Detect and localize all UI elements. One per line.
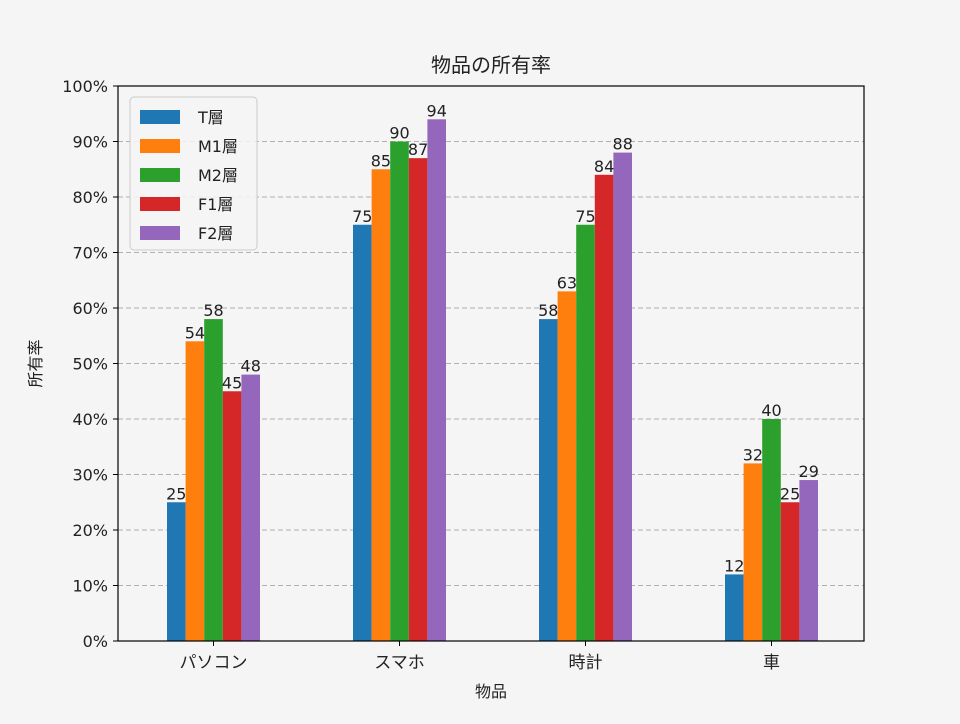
- x-axis-label: 物品: [475, 682, 507, 701]
- bar-value-label: 25: [780, 484, 800, 503]
- bar: [222, 391, 242, 641]
- bar-value-label: 58: [203, 301, 223, 320]
- y-axis-label: 所有率: [26, 339, 45, 387]
- bar-value-label: 54: [185, 323, 205, 342]
- y-tick-label: 30%: [72, 466, 108, 485]
- bar: [353, 224, 372, 641]
- bar-value-label: 40: [761, 401, 781, 420]
- bar-value-label: 85: [371, 151, 391, 170]
- bar: [371, 169, 391, 641]
- y-tick-label: 50%: [72, 355, 108, 374]
- bar-value-label: 25: [166, 484, 186, 503]
- legend-label: F2層: [198, 224, 233, 243]
- legend-swatch: [140, 110, 180, 124]
- bar-value-label: 75: [352, 207, 372, 226]
- legend-swatch: [140, 139, 180, 153]
- legend-swatch: [140, 197, 180, 211]
- y-tick-label: 40%: [72, 410, 108, 429]
- bar-value-label: 12: [724, 556, 744, 575]
- bar: [780, 502, 800, 641]
- bar-value-label: 94: [427, 101, 447, 120]
- bar-value-label: 32: [743, 445, 763, 464]
- bar-value-label: 87: [408, 140, 428, 159]
- bar: [743, 463, 763, 641]
- y-tick-label: 70%: [72, 244, 108, 263]
- bar: [204, 319, 223, 641]
- bars: [167, 119, 818, 642]
- x-tick-label: パソコン: [180, 653, 248, 673]
- legend-label: M2層: [198, 166, 238, 185]
- bar: [390, 141, 409, 641]
- bar-value-label: 75: [575, 207, 595, 226]
- x-tick-label: 時計: [569, 653, 603, 673]
- bar: [167, 502, 186, 641]
- bar: [799, 480, 818, 641]
- bar: [408, 158, 428, 641]
- y-axis: 0% 10% 20% 30% 40% 50% 60% 70% 80% 90% 100%: [62, 77, 118, 651]
- x-tick-label: スマホ: [374, 653, 425, 673]
- bar: [241, 374, 260, 641]
- bar-value-label: 88: [613, 135, 633, 154]
- chart-title: 物品の所有率: [431, 53, 551, 77]
- bar: [594, 174, 614, 642]
- y-tick-label: 60%: [72, 299, 108, 318]
- legend-label: M1層: [198, 137, 238, 156]
- bar-value-label: 84: [594, 157, 614, 176]
- y-tick-label: 90%: [72, 133, 108, 152]
- legend-swatch: [140, 168, 180, 182]
- bar-value-label: 90: [389, 124, 409, 143]
- bar-value-label: 29: [799, 462, 819, 481]
- bar-value-label: 48: [241, 357, 261, 376]
- bar: [576, 224, 595, 641]
- y-tick-label: 100%: [62, 77, 108, 96]
- bar: [185, 341, 205, 641]
- legend: T層 M1層 M2層 F1層 F2層: [129, 96, 258, 251]
- y-tick-label: 0%: [83, 632, 108, 651]
- bar: [762, 419, 781, 641]
- legend-label: T層: [197, 108, 224, 127]
- legend-box: [129, 96, 258, 251]
- y-tick-label: 20%: [72, 521, 108, 540]
- bar: [613, 152, 632, 641]
- bar-value-label: 45: [222, 373, 242, 392]
- legend-swatch: [140, 226, 180, 240]
- x-tick-label: 車: [763, 653, 780, 673]
- y-tick-label: 10%: [72, 577, 108, 596]
- legend-label: F1層: [198, 195, 233, 214]
- bar: [539, 319, 558, 641]
- bar: [725, 574, 744, 641]
- bar-value-label: 58: [538, 301, 558, 320]
- bar: [427, 119, 446, 642]
- x-axis: パソコン スマホ 時計 車: [180, 641, 780, 673]
- y-tick-label: 80%: [72, 188, 108, 207]
- bar: [557, 291, 577, 641]
- bar-value-label: 63: [557, 273, 577, 292]
